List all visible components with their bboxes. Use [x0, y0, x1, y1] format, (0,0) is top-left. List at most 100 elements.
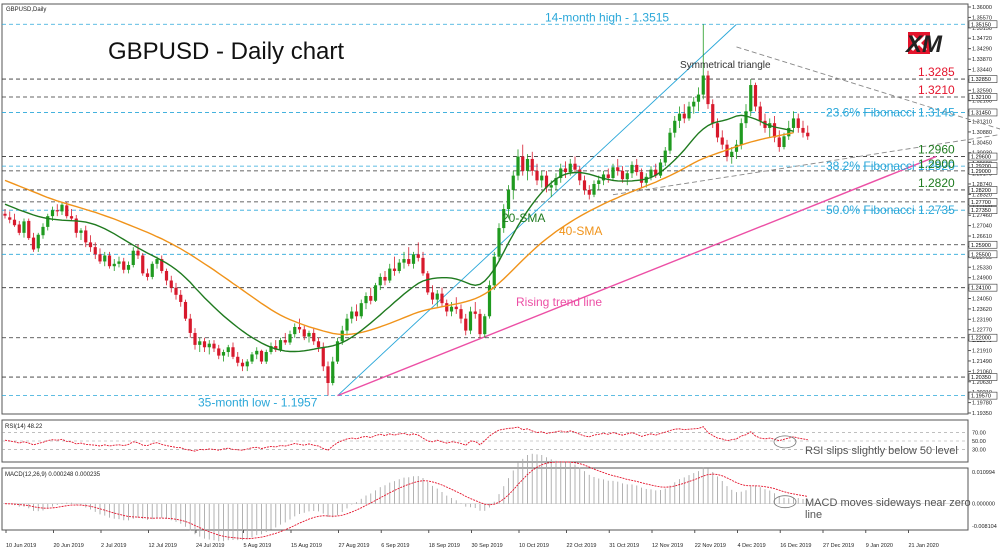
- price-tick-label: 1.30450: [972, 140, 992, 146]
- candle-body: [331, 362, 334, 383]
- candle-body: [782, 136, 785, 147]
- candle-body: [621, 171, 624, 179]
- rsi-line: [5, 427, 808, 451]
- candle-body: [198, 341, 201, 345]
- candle-body: [421, 258, 424, 273]
- candle-body: [260, 351, 263, 362]
- candle-body: [426, 273, 429, 292]
- candle-body: [478, 314, 481, 334]
- macd-annotation-line1: MACD moves sideways near zero: [805, 497, 971, 509]
- candle-body: [13, 220, 16, 225]
- candle-body: [141, 255, 144, 273]
- level-label: 1.3285: [918, 65, 955, 79]
- candle-body: [364, 296, 367, 303]
- candle-body: [702, 76, 705, 95]
- candle-body: [122, 261, 125, 269]
- candle-body: [721, 137, 724, 144]
- candle-body: [417, 254, 420, 258]
- level-label: 1.3210: [918, 83, 955, 97]
- candle-body: [550, 185, 553, 187]
- price-tick-label: 1.33440: [972, 67, 992, 73]
- candle-body: [507, 190, 510, 209]
- price-tick-label: 1.21490: [972, 359, 992, 365]
- macd-highlight-ring: [774, 496, 796, 508]
- xm-logo-text: XM: [904, 31, 943, 58]
- price-tick-label: 1.24050: [972, 296, 992, 302]
- level-axis-value: 1.27700: [971, 200, 991, 206]
- candle-body: [222, 352, 225, 356]
- candle-body: [607, 174, 610, 178]
- level-axis-value: 1.25500: [971, 252, 991, 258]
- candle-body: [255, 351, 258, 355]
- candle-body: [165, 271, 168, 281]
- candle-body: [293, 327, 296, 334]
- candle-body: [360, 303, 363, 316]
- price-tick-label: 1.23620: [972, 307, 992, 313]
- candle-body: [241, 363, 244, 367]
- candle-body: [27, 221, 30, 238]
- candle-body: [22, 221, 25, 232]
- price-tick-label: 1.33870: [972, 57, 992, 63]
- candle-body: [649, 170, 652, 177]
- sma40-line: [5, 133, 794, 335]
- xm-logo: XM: [904, 31, 943, 58]
- candle-body: [203, 341, 206, 347]
- sma20-line: [5, 115, 794, 351]
- date-tick-label: 10 Jun 2019: [6, 543, 36, 549]
- chart-title: GBPUSD - Daily chart: [108, 38, 344, 65]
- candle-body: [792, 118, 795, 128]
- candle-body: [744, 111, 747, 123]
- date-tick-label: 18 Sep 2019: [429, 543, 460, 549]
- price-tick-label: 1.26610: [972, 234, 992, 240]
- candle-body: [70, 216, 73, 218]
- candle-body: [483, 316, 486, 334]
- candle-body: [412, 254, 415, 264]
- macd-label: MACD(12,26,9) 0.000248 0.000235: [5, 472, 101, 478]
- candle-body: [312, 333, 315, 341]
- date-tick-label: 4 Dec 2019: [738, 543, 766, 549]
- rsi-level-label: 50.00: [972, 439, 986, 445]
- candle-body: [692, 102, 695, 107]
- candle-body: [193, 333, 196, 345]
- price-tick-label: 1.19350: [972, 411, 992, 417]
- main-panel-frame: [2, 4, 968, 414]
- date-tick-label: 15 Aug 2019: [291, 543, 322, 549]
- rsi-label: RSI(14) 48.22: [5, 424, 43, 430]
- candle-body: [730, 152, 733, 157]
- candle-body: [540, 176, 543, 181]
- candle-body: [526, 159, 529, 171]
- rsi-level-label: 70.00: [972, 431, 986, 437]
- candle-body: [236, 357, 239, 363]
- candle-body: [602, 174, 605, 180]
- rsi-level-label: 30.00: [972, 447, 986, 453]
- macd-annotation-line2: line: [805, 509, 822, 521]
- candle-body: [588, 190, 591, 195]
- date-tick-label: 16 Dec 2019: [780, 543, 811, 549]
- candle-body: [393, 269, 396, 271]
- date-tick-label: 5 Aug 2019: [244, 543, 272, 549]
- candle-body: [806, 133, 809, 137]
- candle-body: [469, 312, 472, 331]
- candle-body: [626, 173, 629, 179]
- candle-body: [288, 334, 291, 342]
- candle-body: [616, 167, 619, 171]
- candle-body: [89, 242, 92, 247]
- candle-body: [303, 329, 306, 336]
- candle-body: [464, 319, 467, 331]
- candle-body: [711, 104, 714, 123]
- candle-body: [773, 123, 776, 137]
- candle-body: [716, 123, 719, 137]
- date-tick-label: 12 Nov 2019: [652, 543, 683, 549]
- candle-body: [279, 340, 282, 350]
- candle-body: [155, 259, 158, 264]
- candle-body: [569, 164, 572, 172]
- candle-body: [212, 344, 215, 349]
- candle-body: [630, 165, 633, 173]
- candle-body: [317, 341, 320, 347]
- candle-body: [740, 123, 743, 144]
- candle-body: [497, 228, 500, 257]
- candle-body: [388, 269, 391, 281]
- rsi-highlight-ring: [774, 436, 796, 448]
- candle-body: [84, 230, 87, 242]
- candle-body: [578, 170, 581, 181]
